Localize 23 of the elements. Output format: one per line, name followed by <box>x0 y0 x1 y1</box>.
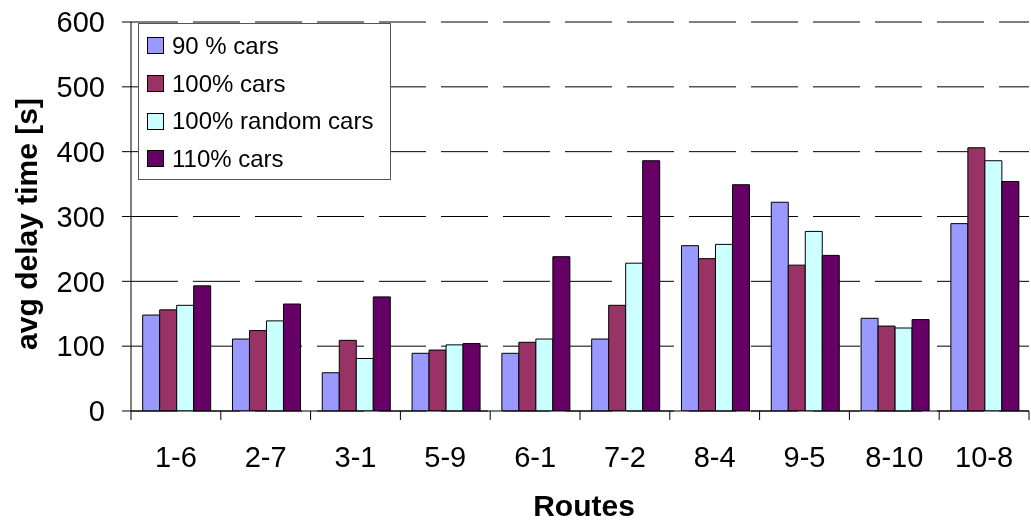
y-axis-title: avg delay time [s] <box>10 98 43 350</box>
x-axis-title: Routes <box>533 489 635 520</box>
x-tick-label: 6-1 <box>514 441 557 473</box>
x-tick-label: 5-9 <box>424 441 467 473</box>
x-tick-label: 8-10 <box>865 441 924 473</box>
y-tick-label: 0 <box>88 395 105 428</box>
x-tick-label: 1-6 <box>154 441 197 473</box>
x-tick-label: 10-8 <box>955 441 1014 473</box>
y-tick-label: 500 <box>56 71 105 104</box>
y-tick-label: 200 <box>56 265 105 298</box>
y-tick-label: 300 <box>56 200 105 233</box>
y-tick-label: 600 <box>56 6 105 39</box>
x-tick-label: 2-7 <box>244 441 287 473</box>
y-tick-label: 400 <box>56 135 105 168</box>
y-tick-label: 100 <box>56 330 105 363</box>
x-tick-label: 8-4 <box>693 441 736 473</box>
x-tick-label: 3-1 <box>334 441 377 473</box>
legend-label: 90 % cars <box>172 31 279 61</box>
x-tick-label: 9-5 <box>783 441 826 473</box>
legend-label: 100% cars <box>172 68 286 99</box>
x-tick-label: 7-2 <box>603 441 646 473</box>
legend-label: 110% cars <box>172 144 284 175</box>
legend-label: 100% random cars <box>172 106 374 137</box>
